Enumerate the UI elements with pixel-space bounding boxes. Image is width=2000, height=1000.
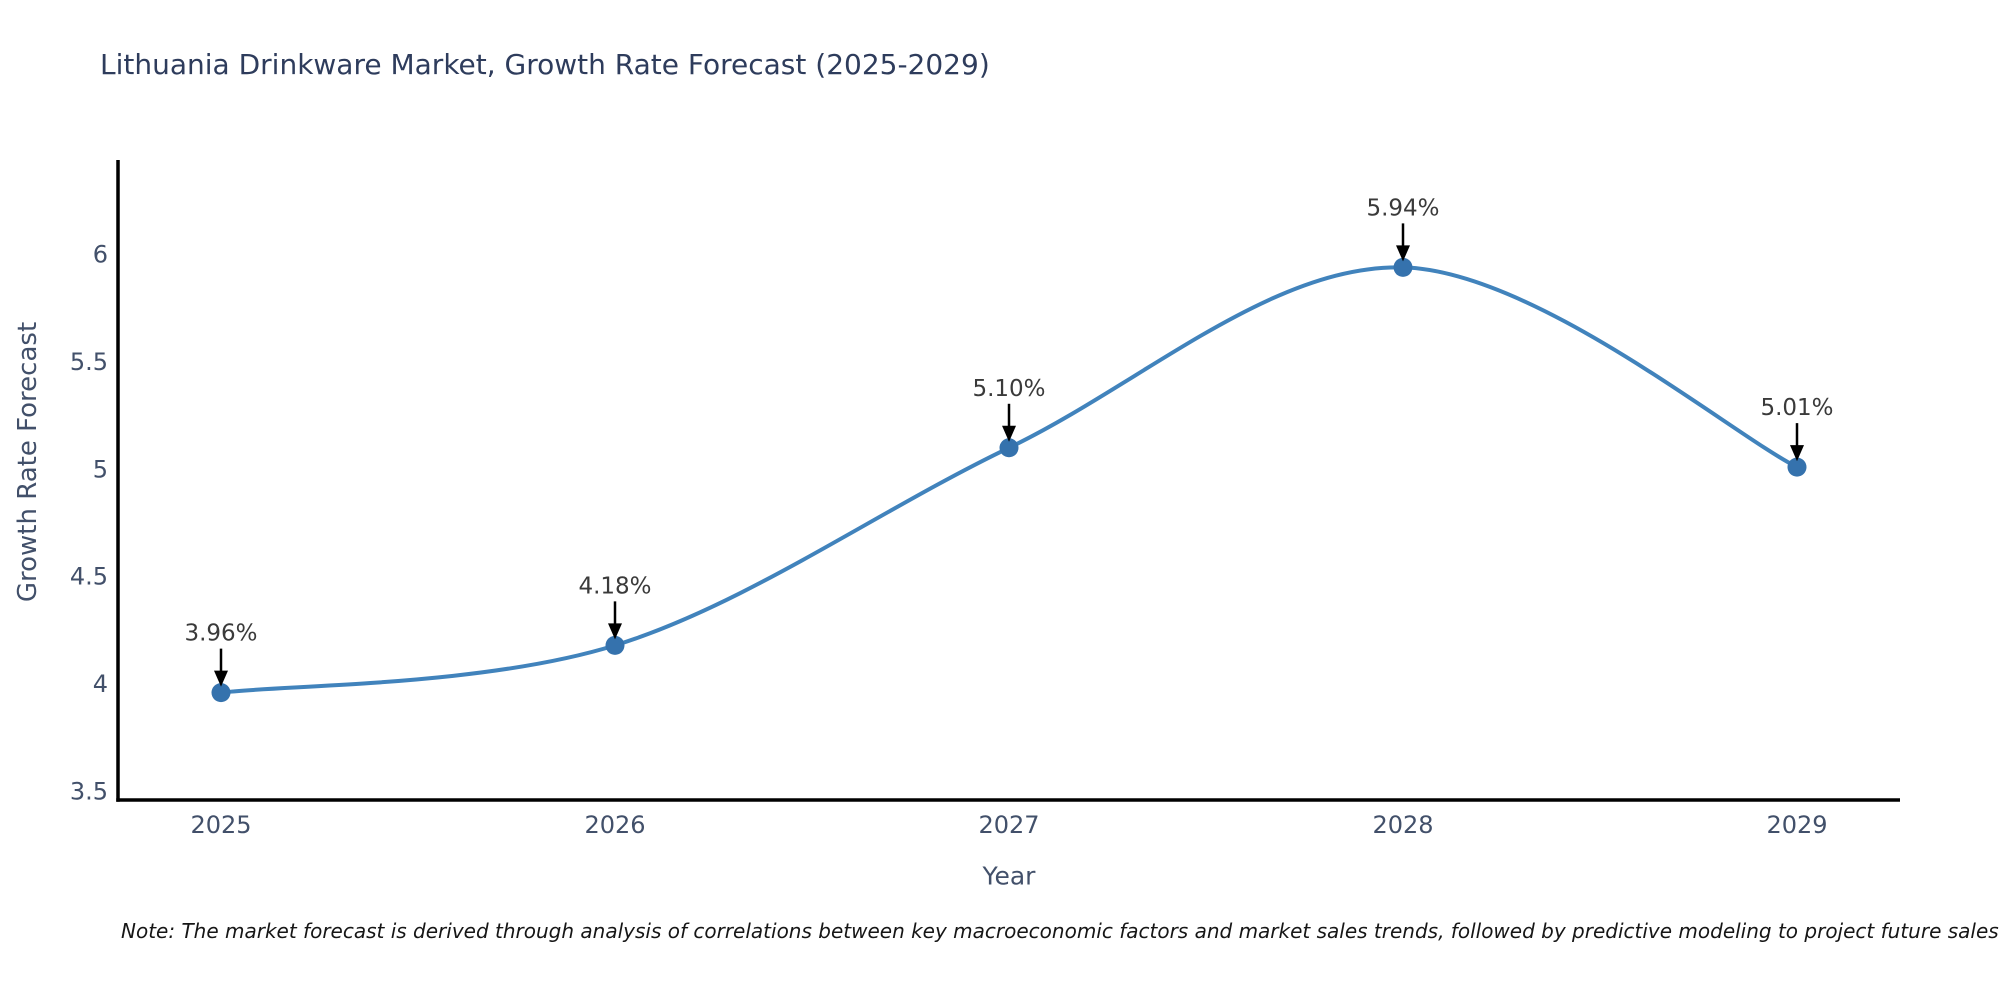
data-point-2028 xyxy=(1393,257,1413,277)
x-tick-label: 2027 xyxy=(978,811,1039,839)
data-point-2029 xyxy=(1787,457,1807,477)
annotation-label: 5.10% xyxy=(972,376,1045,402)
x-tick-label: 2026 xyxy=(584,811,645,839)
annotation-label: 4.18% xyxy=(578,573,651,599)
y-axis-label: Growth Rate Forecast xyxy=(13,321,43,603)
data-point-2027 xyxy=(999,438,1019,458)
y-tick-label: 6 xyxy=(93,240,108,268)
annotation-arrow-head xyxy=(1396,245,1410,262)
y-tick-label: 5.5 xyxy=(70,348,108,376)
x-tick-label: 2025 xyxy=(190,811,251,839)
x-tick-label: 2029 xyxy=(1766,811,1827,839)
x-tick-label: 2028 xyxy=(1372,811,1433,839)
data-point-2025 xyxy=(211,683,231,703)
annotation-label: 3.96% xyxy=(184,621,257,647)
annotation-label: 5.01% xyxy=(1760,395,1833,421)
y-tick-label: 4.5 xyxy=(70,563,108,591)
annotation-arrow-head xyxy=(214,670,228,687)
x-axis-label: Year xyxy=(982,861,1036,891)
annotation-arrow-head xyxy=(608,623,622,640)
chart-title: Lithuania Drinkware Market, Growth Rate … xyxy=(100,48,990,81)
y-tick-label: 3.5 xyxy=(70,777,108,805)
annotation-label: 5.94% xyxy=(1366,195,1439,221)
series-line xyxy=(219,265,1799,695)
y-tick-label: 4 xyxy=(93,670,108,698)
footnote: Note: The market forecast is derived thr… xyxy=(121,919,1999,943)
data-point-2026 xyxy=(605,635,625,655)
y-tick-label: 5 xyxy=(93,455,108,483)
annotation-arrow-head xyxy=(1790,445,1804,462)
annotation-arrow-head xyxy=(1002,425,1016,442)
